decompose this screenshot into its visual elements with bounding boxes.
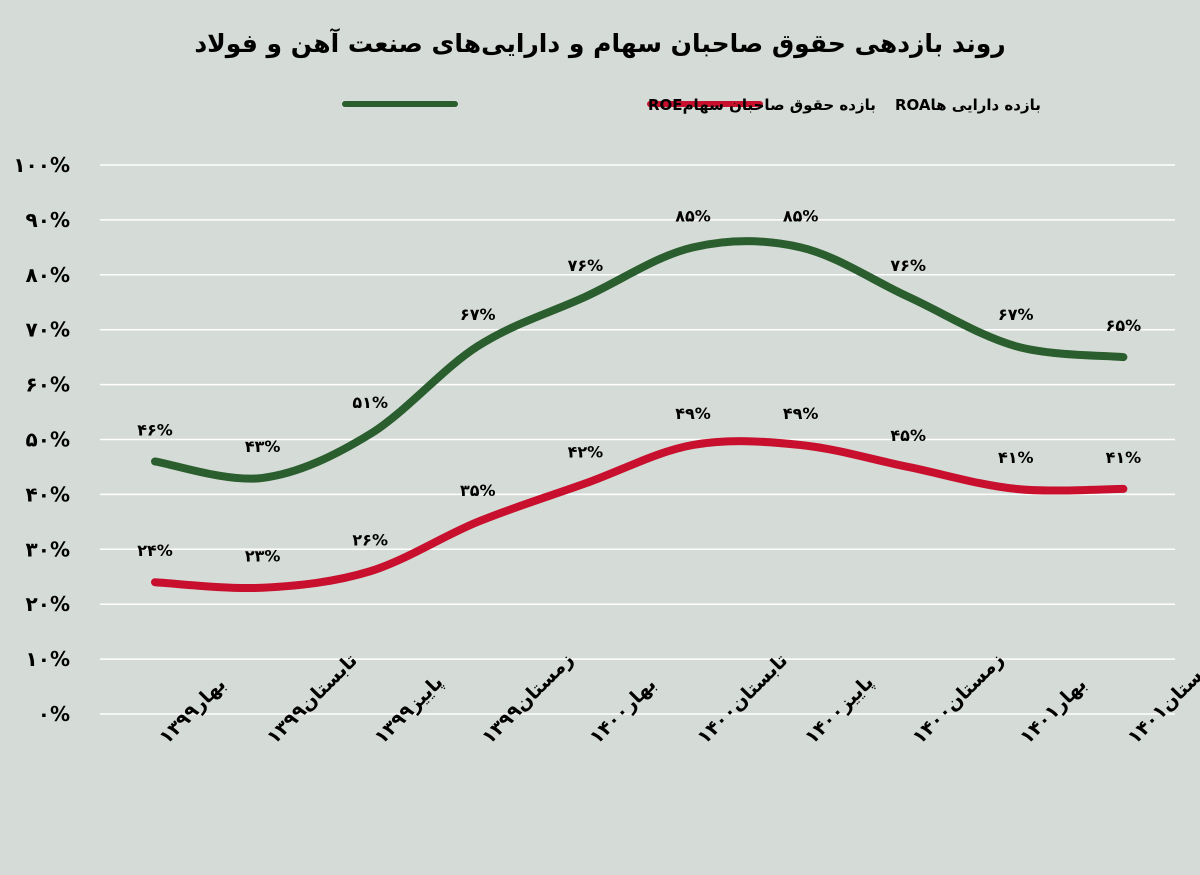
legend: بازده دارایی هاROA بازده حقوق صاحبان سها…	[342, 96, 1041, 114]
y-tick-label: ۸۰%	[26, 263, 70, 287]
grid-lines	[100, 164, 1175, 715]
roa-data-label: ۴۲%	[568, 442, 604, 461]
x-tick-label: زمستان۱۳۹۹	[478, 648, 578, 748]
y-tick-label: ۲۰%	[26, 592, 70, 616]
roe-series-line	[151, 237, 1128, 483]
roa-data-label: ۲۳%	[245, 547, 281, 566]
x-tick-label: بهار۱۴۰۰	[585, 673, 660, 748]
roa-data-label: ۲۶%	[352, 530, 388, 549]
x-tick-label: تابستان۱۴۰۱	[1123, 649, 1200, 748]
x-tick-label: پاییز۱۳۹۹	[370, 671, 447, 748]
x-tick-label: تابستان۱۴۰۰	[693, 649, 792, 748]
x-tick-label: بهار۱۳۹۹	[155, 673, 230, 748]
x-tick-label: تابستان۱۳۹۹	[263, 649, 362, 748]
roe-data-label: ۵۱%	[352, 393, 388, 412]
data-labels: ۴۶% ۴۳% ۵۱% ۶۷% ۷۶% ۸۵% ۸۵% ۷۶% ۶۷% ۶۵% ۲۴% ۲۳% ۲۶% ۳…	[137, 206, 1141, 565]
roa-series-line	[151, 437, 1128, 593]
y-tick-label: ۹۰%	[26, 208, 70, 232]
roa-data-label: ۴۹%	[675, 404, 711, 423]
roa-data-label: ۲۴%	[137, 541, 173, 560]
chart-title: روند بازدهی حقوق صاحبان سهام و دارایی‌ها…	[194, 28, 1005, 59]
y-tick-label: ۱۰%	[26, 647, 70, 671]
roe-data-label: ۴۶%	[137, 420, 173, 439]
y-tick-label: ۶۰%	[26, 373, 70, 397]
roa-data-label: ۴۱%	[998, 448, 1034, 467]
roa-data-label: ۴۱%	[1106, 448, 1142, 467]
x-tick-label: زمستان۱۴۰۰	[908, 648, 1008, 748]
x-tick-label: پاییز۱۴۰۰	[801, 671, 878, 748]
roe-data-label: ۷۶%	[890, 256, 926, 275]
legend-roe-label: بازده حقوق صاحبان سهامROE	[648, 96, 876, 114]
legend-roa-label: بازده دارایی هاROA	[895, 96, 1041, 114]
roe-data-label: ۷۶%	[568, 256, 604, 275]
series-group	[151, 237, 1128, 593]
y-axis: ۰% ۱۰% ۲۰% ۳۰% ۴۰% ۵۰% ۶۰% ۷۰% ۸۰% ۹۰% ۱۰۰%	[13, 153, 70, 726]
roe-data-label: ۸۵%	[783, 206, 819, 225]
roe-data-label: ۶۵%	[1106, 316, 1142, 335]
y-tick-label: ۱۰۰%	[13, 153, 70, 177]
x-axis: بهار۱۳۹۹تابستان۱۳۹۹پاییز۱۳۹۹زمستان۱۳۹۹به…	[155, 648, 1200, 748]
x-tick-label: بهار۱۴۰۱	[1016, 673, 1091, 748]
roe-data-label: ۸۵%	[675, 206, 711, 225]
y-tick-label: ۴۰%	[26, 482, 70, 506]
roa-data-label: ۴۹%	[783, 404, 819, 423]
y-tick-label: ۳۰%	[26, 537, 70, 561]
y-tick-label: ۰%	[38, 702, 70, 726]
roe-data-label: ۶۷%	[998, 305, 1034, 324]
y-tick-label: ۵۰%	[26, 428, 70, 452]
roa-data-label: ۴۵%	[890, 426, 926, 445]
roe-data-label: ۶۷%	[460, 305, 496, 324]
roa-data-label: ۳۵%	[460, 481, 496, 500]
roe-data-label: ۴۳%	[245, 437, 281, 456]
y-tick-label: ۷۰%	[26, 318, 70, 342]
